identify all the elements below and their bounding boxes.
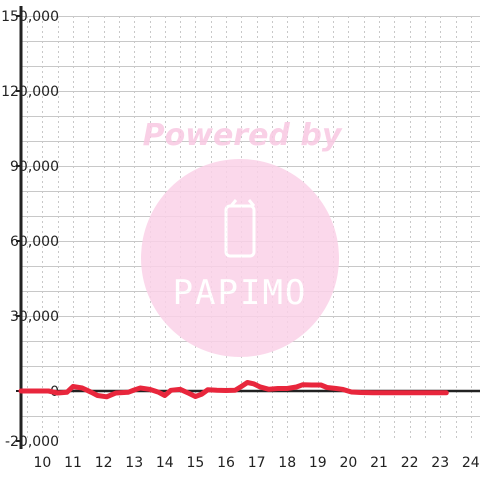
papimo-watermark: Powered by PAPIMO [141, 118, 343, 357]
x-tick-label: 16 [217, 455, 235, 471]
y-tick-label: 60,000 [10, 234, 59, 250]
watermark-circle [141, 159, 339, 357]
series-group [18, 380, 449, 400]
x-tick-label: 19 [309, 455, 327, 471]
y-tick-label: 150,000 [1, 9, 59, 25]
y-tick-label: -20,000 [5, 434, 59, 450]
x-tick-label: 21 [370, 455, 388, 471]
grid-lines [21, 16, 480, 441]
y-tick-label: 120,000 [1, 84, 59, 100]
x-tick-label: 11 [64, 455, 82, 471]
x-tick-label: 14 [156, 455, 174, 471]
watermark-papimo-text: PAPIMO [173, 273, 308, 313]
y-tick-label: 90,000 [10, 159, 59, 175]
series-line [18, 380, 449, 400]
x-tick-label: 18 [278, 455, 296, 471]
x-tick-label: 17 [248, 455, 266, 471]
x-tick-label: 23 [431, 455, 449, 471]
x-tick-label: 10 [34, 455, 52, 471]
y-tick-label: 30,000 [10, 309, 59, 325]
x-tick-label: 22 [401, 455, 419, 471]
x-tick-label: 24 [462, 455, 480, 471]
x-tick-label: 20 [340, 455, 358, 471]
x-tick-label: 12 [95, 455, 113, 471]
x-tick-label: 13 [125, 455, 143, 471]
phone-icon [224, 199, 256, 258]
x-axis-ticks: 10 11 12 13 14 15 16 17 18 19 20 21 22 23 24 [34, 455, 480, 471]
watermark-powered-by-text: Powered by [143, 118, 343, 153]
x-tick-label: 15 [187, 455, 205, 471]
